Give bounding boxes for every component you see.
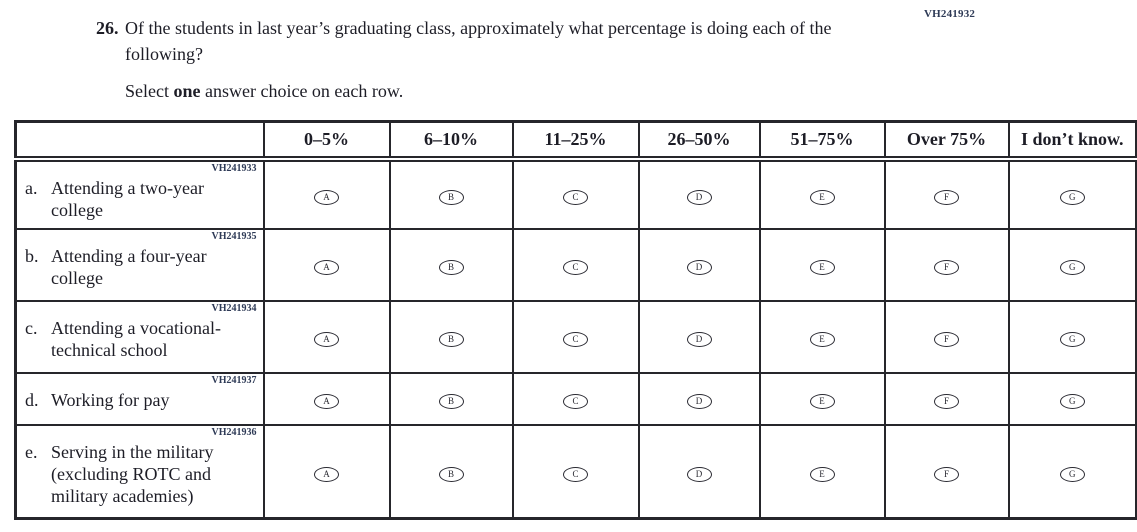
row-prefix: d. (25, 390, 39, 410)
column-header-26-50: 26–50% (637, 120, 761, 162)
option-bubble-D[interactable]: D (686, 332, 712, 347)
option-bubble-B[interactable]: B (438, 260, 464, 275)
option-bubble-A[interactable]: A (314, 394, 339, 409)
row-label: Serving in the military (excluding ROTC … (51, 442, 214, 506)
row-label: Working for pay (51, 390, 170, 410)
row-item-code: VH241936 (211, 426, 257, 438)
option-bubble-E[interactable]: E (809, 190, 835, 205)
instruction-pre: Select (125, 81, 174, 102)
question-number: 26. (96, 18, 119, 38)
row-item-code: VH241934 (211, 302, 257, 314)
option-bubble-A[interactable]: A (314, 260, 339, 275)
option-bubble-D[interactable]: D (686, 260, 712, 275)
option-bubble-C[interactable]: C (563, 260, 588, 275)
option-bubble-C[interactable]: C (563, 466, 588, 482)
option-bubble-C[interactable]: C (563, 394, 588, 409)
answer-grid: 0–5% 6–10% 11–25% 26–50% 51–75% Over 75%… (14, 120, 1137, 520)
row-item-code: VH241937 (211, 374, 257, 386)
column-header-6-10: 6–10% (388, 120, 514, 162)
instruction-post: answer choice on each row. (200, 81, 404, 102)
row-label: Attending a vocational-technical school (51, 318, 221, 360)
option-bubble-F[interactable]: F (934, 260, 959, 275)
option-bubble-A[interactable]: A (314, 466, 339, 482)
column-header-51-75: 51–75% (758, 120, 886, 162)
option-bubble-C[interactable]: C (563, 190, 588, 205)
question-instruction: Select one answer choice on each row. (125, 78, 870, 104)
option-bubble-B[interactable]: B (438, 332, 464, 347)
option-bubble-G[interactable]: G (1059, 466, 1085, 482)
option-bubble-E[interactable]: E (809, 260, 835, 275)
table-row-d: VH241937 d. Working for pay A B C D E F G (14, 371, 1137, 426)
option-bubble-G[interactable]: G (1059, 332, 1085, 347)
option-bubble-F[interactable]: F (934, 394, 959, 409)
column-header-blank (14, 120, 265, 162)
option-bubble-G[interactable]: G (1059, 260, 1085, 275)
column-header-11-25: 11–25% (511, 120, 640, 162)
option-bubble-E[interactable]: E (809, 332, 835, 347)
question-item-code: VH241932 (924, 8, 976, 20)
table-row-e: VH241936 e. Serving in the military (excl… (14, 423, 1137, 520)
option-bubble-E[interactable]: E (809, 466, 835, 482)
row-item-code: VH241935 (211, 230, 257, 242)
option-bubble-F[interactable]: F (934, 190, 959, 205)
table-row-c: VH241934 c. Attending a vocational-techni… (14, 299, 1137, 374)
option-bubble-A[interactable]: A (314, 332, 339, 347)
row-label: Attending a two-year college (51, 178, 204, 220)
row-prefix: a. (25, 178, 38, 198)
option-bubble-G[interactable]: G (1059, 394, 1085, 409)
row-label: Attending a four-year college (51, 246, 207, 288)
table-row-b: VH241935 b. Attending a four-year college… (14, 227, 1137, 302)
option-bubble-D[interactable]: D (686, 466, 712, 482)
option-bubble-B[interactable]: B (438, 190, 464, 205)
option-bubble-F[interactable]: F (934, 466, 959, 482)
option-bubble-F[interactable]: F (934, 332, 959, 347)
column-header-dont-know: I don’t know. (1007, 120, 1137, 162)
column-header-over-75: Over 75% (883, 120, 1010, 162)
option-bubble-G[interactable]: G (1059, 190, 1085, 205)
option-bubble-C[interactable]: C (563, 332, 588, 347)
option-bubble-A[interactable]: A (314, 190, 339, 205)
row-item-code: VH241933 (211, 162, 257, 174)
question-block: 26. Of the students in last year’s gradu… (96, 15, 870, 104)
option-bubble-E[interactable]: E (809, 394, 835, 409)
row-prefix: e. (25, 442, 38, 462)
header-row: 0–5% 6–10% 11–25% 26–50% 51–75% Over 75%… (14, 120, 1137, 162)
column-header-0-5: 0–5% (262, 120, 391, 162)
table-row-a: VH241933 a. Attending a two-year college … (14, 157, 1137, 230)
row-prefix: b. (25, 246, 39, 266)
option-bubble-D[interactable]: D (686, 394, 712, 409)
option-bubble-D[interactable]: D (686, 190, 712, 205)
row-prefix: c. (25, 318, 38, 338)
instruction-bold: one (173, 81, 201, 102)
option-bubble-B[interactable]: B (438, 466, 464, 482)
option-bubble-B[interactable]: B (438, 394, 464, 409)
question-text: Of the students in last year’s graduatin… (125, 18, 832, 65)
